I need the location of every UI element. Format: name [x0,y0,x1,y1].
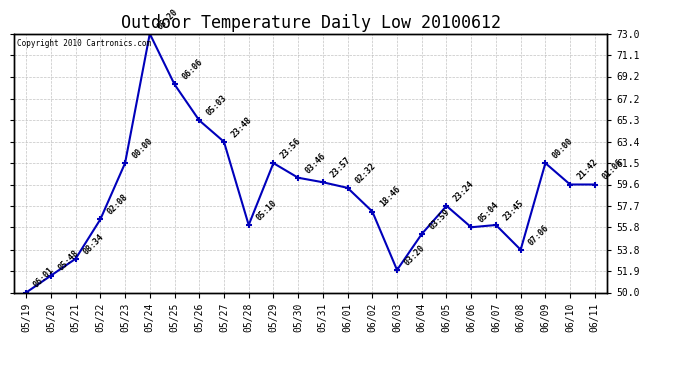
Text: 07:06: 07:06 [526,223,550,247]
Text: 03:46: 03:46 [304,151,328,175]
Text: 03:59: 03:59 [427,207,451,231]
Text: 05:04: 05:04 [477,200,501,225]
Text: 05:03: 05:03 [205,93,229,118]
Text: 21:42: 21:42 [575,158,600,182]
Text: 05:10: 05:10 [254,198,278,222]
Text: 05:48: 05:48 [57,249,81,273]
Text: 02:08: 02:08 [106,192,130,217]
Text: 23:24: 23:24 [452,179,476,203]
Title: Outdoor Temperature Daily Low 20100612: Outdoor Temperature Daily Low 20100612 [121,14,500,32]
Text: 23:48: 23:48 [230,115,253,139]
Text: 08:34: 08:34 [81,232,105,256]
Text: 03:20: 03:20 [402,243,426,267]
Text: 01:06: 01:06 [600,158,624,182]
Text: Copyright 2010 Cartronics.com: Copyright 2010 Cartronics.com [17,39,151,48]
Text: 23:56: 23:56 [279,136,303,160]
Text: 18:46: 18:46 [378,184,402,209]
Text: 23:45: 23:45 [502,198,526,222]
Text: 00:00: 00:00 [551,136,575,160]
Text: 06:06: 06:06 [180,57,204,82]
Text: 00:00: 00:00 [130,136,155,160]
Text: 05:20: 05:20 [155,7,179,31]
Text: 23:57: 23:57 [328,155,353,180]
Text: 06:01: 06:01 [32,266,56,290]
Text: 02:32: 02:32 [353,161,377,185]
